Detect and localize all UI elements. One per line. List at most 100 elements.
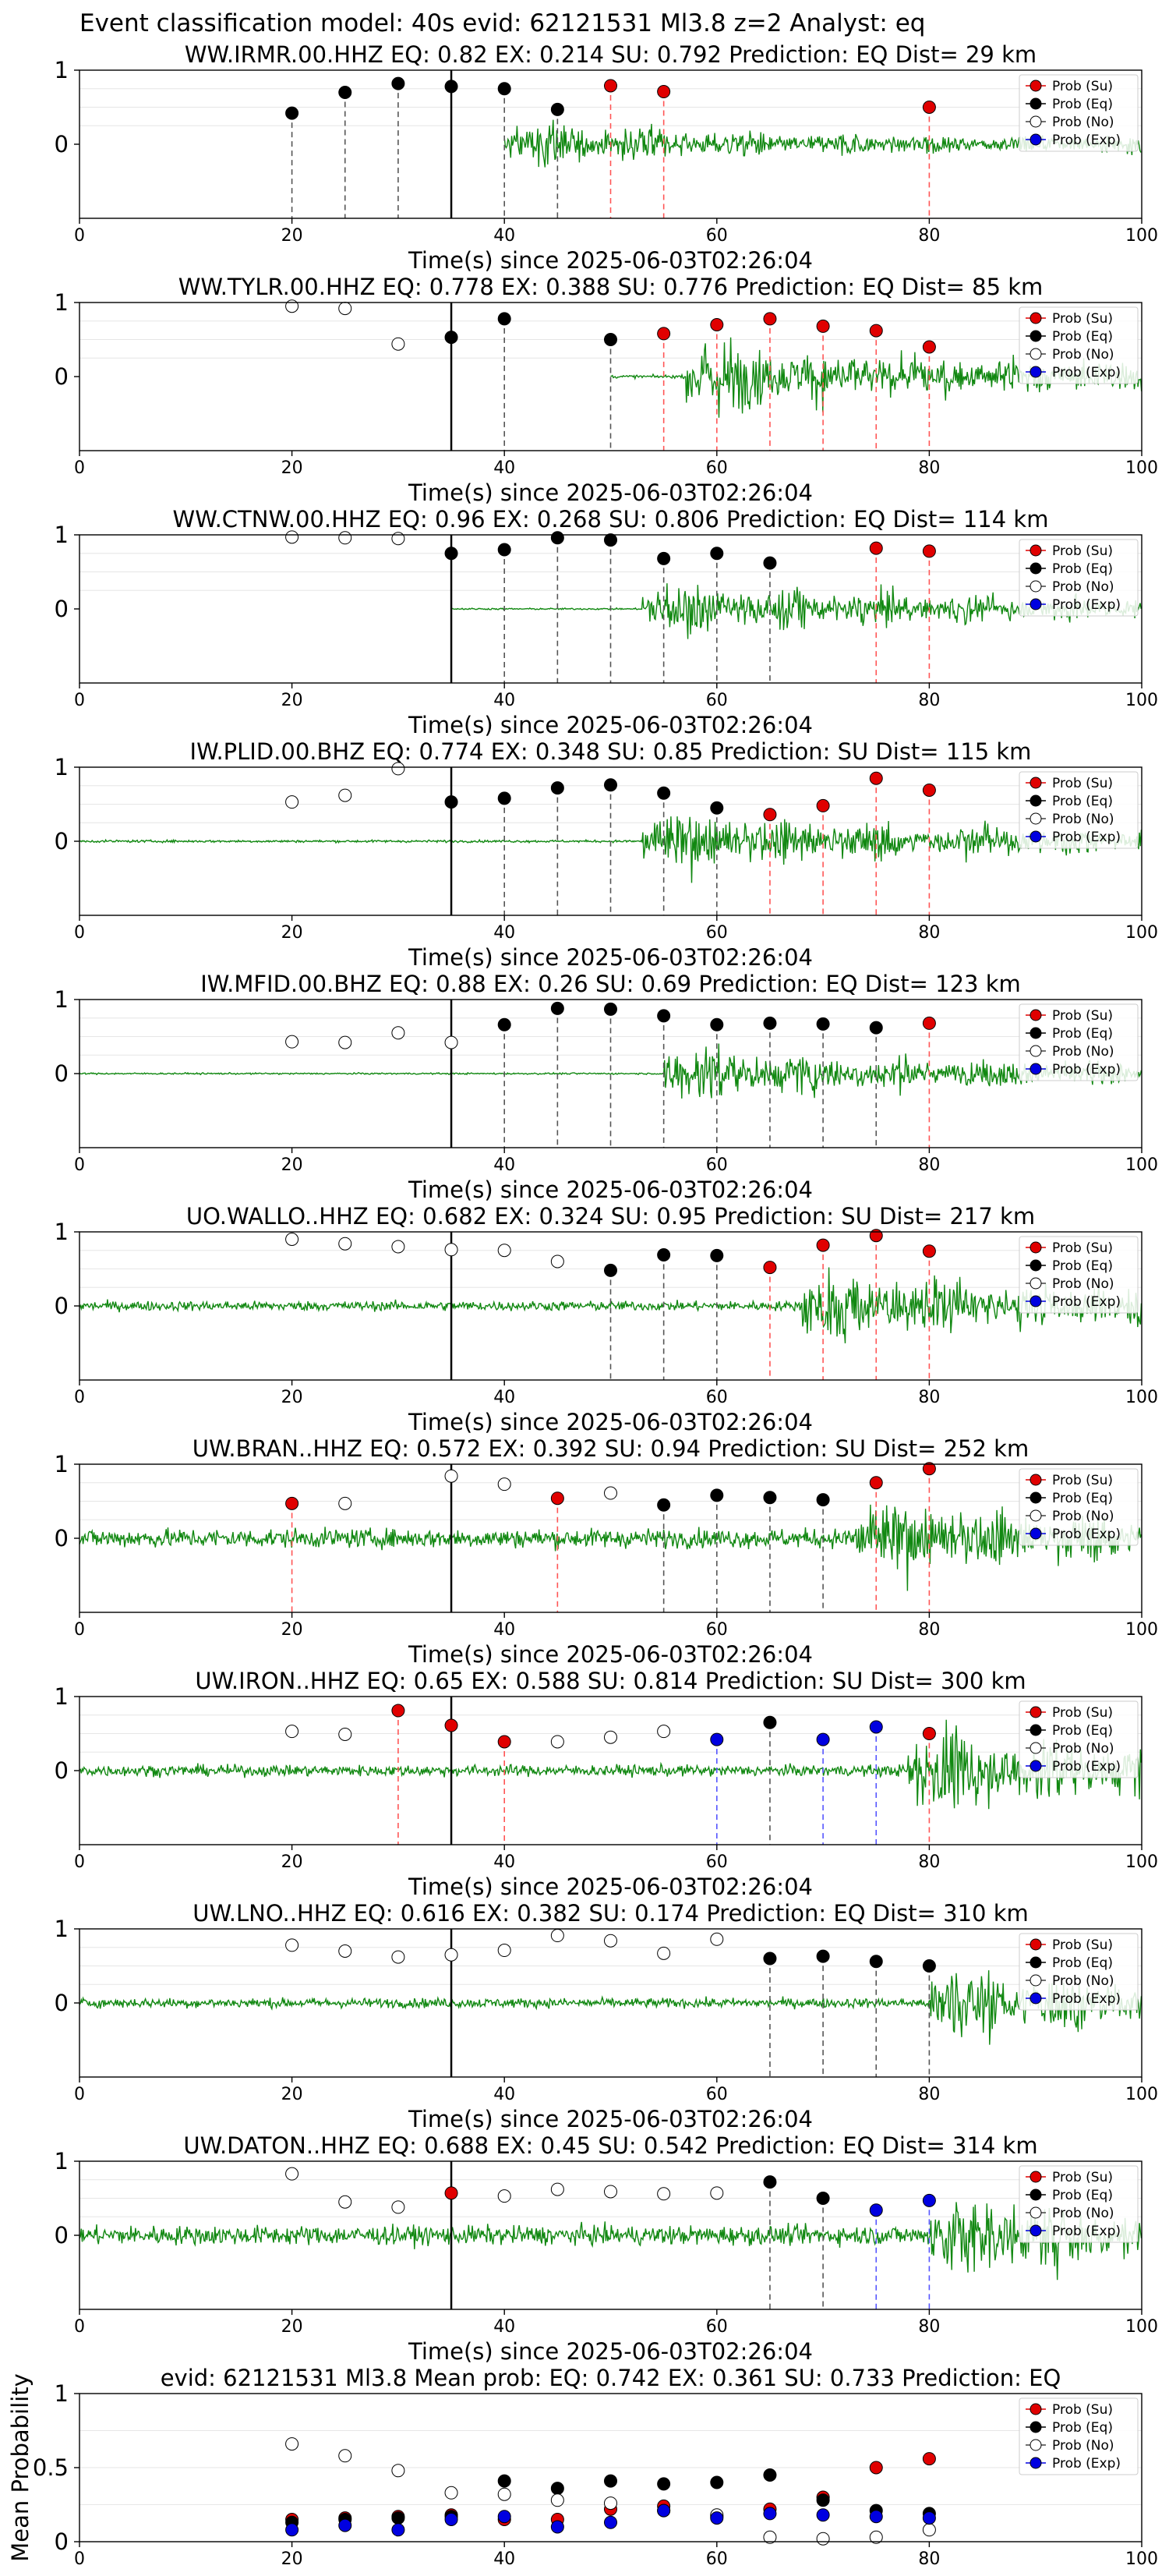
legend-box — [1019, 306, 1139, 384]
legend-box — [1019, 1933, 1139, 2011]
mean-marker-exp — [497, 2510, 511, 2524]
x-tick-label: 60 — [706, 691, 728, 710]
x-tick-label: 20 — [281, 923, 303, 943]
legend-label-eq: Prob (Eq) — [1052, 1491, 1113, 1506]
legend-marker-no — [1029, 2439, 1042, 2451]
x-tick-label: 40 — [493, 691, 515, 710]
prob-marker-no — [444, 1469, 458, 1483]
x-tick-label: 60 — [706, 923, 728, 943]
prob-marker-no — [285, 530, 299, 544]
prob-marker-no — [391, 1240, 405, 1254]
legend-marker-exp — [1029, 830, 1042, 843]
legend-marker-su — [1029, 544, 1042, 557]
y-tick-label: 0 — [55, 1060, 69, 1087]
prob-marker-no — [391, 1026, 405, 1040]
y-tick-label: 1 — [55, 986, 69, 1013]
legend-marker-no — [1029, 1277, 1042, 1290]
prob-marker-su — [657, 327, 671, 341]
legend-label-no: Prob (No) — [1052, 115, 1114, 130]
station-panel: IW.PLID.00.BHZ EQ: 0.774 EX: 0.348 SU: 0… — [55, 738, 1158, 971]
prob-marker-eq — [444, 795, 458, 809]
legend-marker-eq — [1029, 1724, 1042, 1736]
y-tick-label: 0.5 — [33, 2454, 69, 2481]
mean-marker-no — [338, 2449, 352, 2463]
x-tick-label: 0 — [74, 458, 85, 478]
x-tick-label: 100 — [1125, 1388, 1158, 1407]
x-tick-label: 40 — [493, 923, 515, 943]
prob-marker-su — [391, 1704, 405, 1718]
legend-label-eq: Prob (Eq) — [1052, 2188, 1113, 2203]
legend-label-no: Prob (No) — [1052, 2438, 1114, 2454]
prob-marker-no — [285, 2167, 299, 2181]
prob-marker-no — [657, 2187, 671, 2201]
y-axis-label: Mean Probability — [7, 2373, 34, 2562]
station-panel: WW.IRMR.00.HHZ EQ: 0.82 EX: 0.214 SU: 0.… — [55, 41, 1158, 274]
prob-marker-exp — [869, 1720, 883, 1734]
x-tick-label: 20 — [281, 226, 303, 246]
x-tick-label: 100 — [1125, 458, 1158, 478]
x-tick-label: 100 — [1125, 2317, 1158, 2337]
y-tick-label: 1 — [55, 1683, 69, 1710]
legend-label-eq: Prob (Eq) — [1052, 1723, 1113, 1739]
prob-marker-no — [338, 1944, 352, 1958]
prob-marker-no — [710, 1932, 724, 1946]
legend-marker-exp — [1029, 133, 1042, 146]
prob-marker-eq — [869, 1021, 883, 1035]
legend-label-eq: Prob (Eq) — [1052, 2420, 1113, 2436]
legend-marker-eq — [1029, 1491, 1042, 1504]
mean-marker-exp — [869, 2510, 883, 2524]
prob-marker-eq — [604, 778, 617, 792]
prob-marker-no — [710, 2186, 724, 2200]
x-tick-label: 20 — [281, 1388, 303, 1407]
legend-label-su: Prob (Su) — [1052, 2402, 1113, 2418]
y-tick-label: 0 — [55, 596, 69, 622]
legend-marker-no — [1029, 2206, 1042, 2219]
legend-marker-su — [1029, 777, 1042, 789]
panel-title: UW.DATON..HHZ EQ: 0.688 EX: 0.45 SU: 0.5… — [183, 2132, 1037, 2159]
mean-marker-exp — [710, 2511, 724, 2525]
x-tick-label: 40 — [493, 458, 515, 478]
legend-label-exp: Prob (Exp) — [1052, 2224, 1121, 2239]
mean-marker-no — [497, 2487, 511, 2501]
legend: Prob (Su) Prob (Eq) Prob (No) Prob (Exp) — [1019, 1700, 1139, 1778]
legend-marker-exp — [1029, 598, 1042, 610]
mean-marker-eq — [710, 2475, 724, 2489]
prob-marker-no — [338, 1727, 352, 1741]
x-tick-label: 0 — [74, 691, 85, 710]
prob-marker-no — [550, 1735, 564, 1749]
legend-label-eq: Prob (Eq) — [1052, 1955, 1113, 1971]
prob-marker-su — [497, 1735, 511, 1749]
x-tick-label: 40 — [493, 226, 515, 246]
legend-label-su: Prob (Su) — [1052, 1240, 1113, 1256]
x-tick-label: 20 — [281, 2549, 303, 2569]
legend: Prob (Su) Prob (Eq) Prob (No) Prob (Exp) — [1019, 2165, 1139, 2243]
legend-label-no: Prob (No) — [1052, 1044, 1114, 1060]
legend-marker-exp — [1029, 366, 1042, 378]
prob-marker-eq — [604, 1263, 617, 1277]
legend-label-exp: Prob (Exp) — [1052, 1062, 1121, 1077]
mean-marker-su — [869, 2461, 883, 2475]
prob-marker-eq — [550, 102, 564, 116]
y-tick-label: 1 — [55, 289, 69, 316]
legend: Prob (Su) Prob (Eq) Prob (No) Prob (Exp) — [1019, 74, 1139, 152]
x-axis-label: Time(s) since 2025-06-03T02:26:04 — [408, 2338, 813, 2365]
waveform-trace — [79, 1719, 1143, 1810]
legend-label-su: Prob (Su) — [1052, 1473, 1113, 1488]
legend-label-eq: Prob (Eq) — [1052, 329, 1113, 345]
mean-marker-exp — [550, 2520, 564, 2534]
prob-marker-no — [338, 2195, 352, 2209]
legend-label-no: Prob (No) — [1052, 579, 1114, 595]
prob-marker-su — [922, 1016, 936, 1030]
prob-marker-no — [285, 1035, 299, 1049]
prob-marker-su — [816, 1238, 830, 1252]
mean-marker-eq — [604, 2474, 617, 2488]
station-panel: WW.CTNW.00.HHZ EQ: 0.96 EX: 0.268 SU: 0.… — [55, 506, 1158, 738]
prob-marker-eq — [497, 312, 511, 326]
legend-label-no: Prob (No) — [1052, 1973, 1114, 1989]
station-panel: UW.BRAN..HHZ EQ: 0.572 EX: 0.392 SU: 0.9… — [55, 1435, 1158, 1668]
waveform-trace — [79, 1504, 1143, 1591]
mean-marker-no — [922, 2523, 936, 2537]
panel-title: WW.TYLR.00.HHZ EQ: 0.778 EX: 0.388 SU: 0… — [178, 274, 1044, 300]
